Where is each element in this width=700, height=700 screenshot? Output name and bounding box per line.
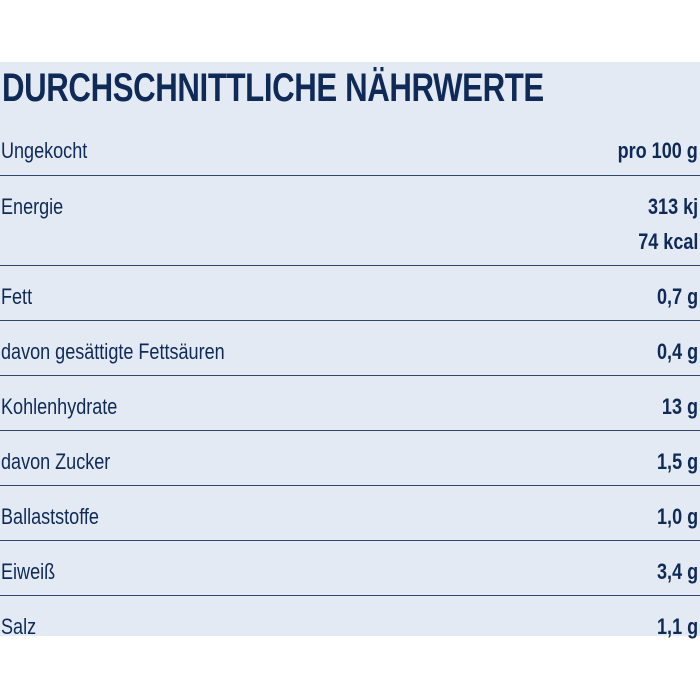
row-value: 1,0 g [656,504,698,529]
row-value: 13 g [661,394,698,419]
row-value: 313 kj [647,194,698,219]
row-label: Kohlenhydrate [1,394,118,419]
row-divider [0,485,700,486]
header-value: pro 100 g [617,138,698,163]
row-divider [0,320,700,321]
row-value: 1,1 g [656,614,698,639]
row-label: Ballaststoffe [1,504,99,529]
row-divider [0,265,700,266]
row-label: Energie [1,194,64,219]
header-label: Ungekocht [1,138,88,163]
row-value: 0,4 g [656,339,698,364]
row-label: davon Zucker [1,449,111,474]
row-label: Eiweiß [1,559,56,584]
row-label: Fett [1,284,33,309]
row-label: davon gesättigte Fettsäuren [1,339,225,364]
row-divider [0,430,700,431]
row-value: 1,5 g [656,449,698,474]
row-divider [0,375,700,376]
row-label: Salz [1,614,37,639]
row-value: 3,4 g [656,559,698,584]
row-divider [0,595,700,596]
row-divider [0,175,700,176]
row-value: 0,7 g [656,284,698,309]
title: DURCHSCHNITTLICHE NÄHRWERTE [2,66,544,110]
row-value: 74 kcal [637,229,698,254]
row-divider [0,540,700,541]
